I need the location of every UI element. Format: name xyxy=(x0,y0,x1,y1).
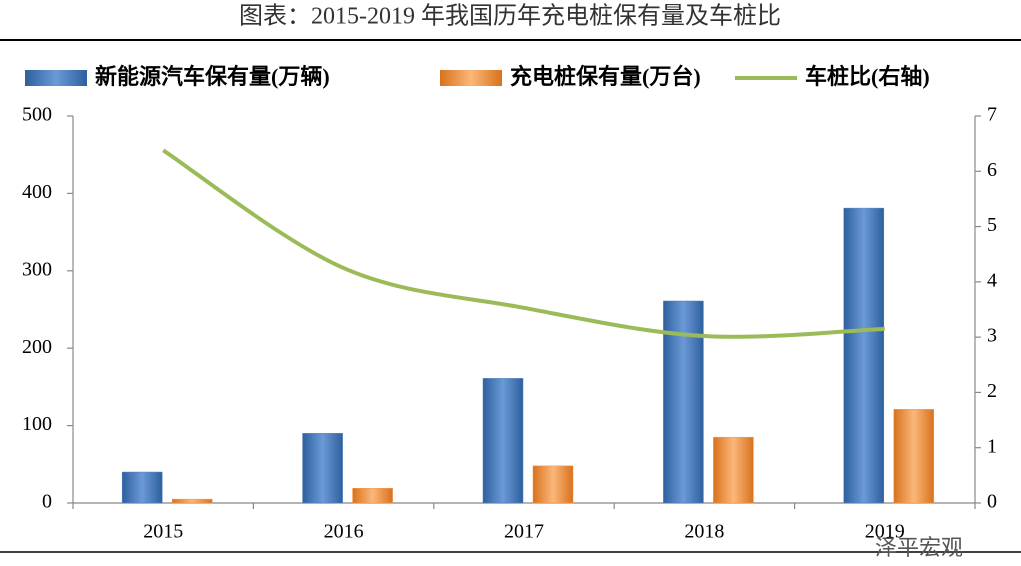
legend-swatch xyxy=(440,70,502,86)
y-tick-label: 300 xyxy=(22,258,52,280)
y2-tick-label: 5 xyxy=(987,214,997,236)
y2-tick-label: 0 xyxy=(987,491,997,513)
y-tick-label: 0 xyxy=(42,491,52,513)
bar xyxy=(843,207,885,504)
bar xyxy=(171,498,213,504)
x-tick-label: 2018 xyxy=(684,521,724,543)
bar xyxy=(893,409,935,504)
watermark: 泽平宏观 xyxy=(875,535,963,560)
x-tick-label: 2019 xyxy=(865,521,905,543)
bar xyxy=(482,378,524,504)
y2-tick-label: 1 xyxy=(987,435,997,457)
x-tick-label: 2016 xyxy=(324,521,364,543)
chart-title: 图表：2015-2019 年我国历年充电桩保有量及车桩比 xyxy=(239,3,781,30)
bar xyxy=(121,471,163,504)
y-tick-label: 400 xyxy=(22,181,52,203)
bar xyxy=(713,436,754,504)
legend-label: 车桩比(右轴) xyxy=(805,64,930,89)
legend-label: 新能源汽车保有量(万辆) xyxy=(95,64,330,89)
y-tick-label: 200 xyxy=(22,336,52,358)
bar xyxy=(302,433,343,504)
y-tick-label: 100 xyxy=(22,413,52,435)
y2-tick-label: 6 xyxy=(987,159,997,181)
y2-tick-label: 4 xyxy=(987,269,997,291)
y2-tick-label: 3 xyxy=(987,325,997,347)
line xyxy=(162,148,885,339)
x-tick-label: 2017 xyxy=(504,521,544,543)
y-tick-label: 500 xyxy=(22,104,52,126)
y2-tick-label: 7 xyxy=(987,104,997,126)
bar xyxy=(532,465,574,504)
legend-label: 充电桩保有量(万台) xyxy=(510,64,701,89)
y2-tick-label: 2 xyxy=(987,380,997,402)
bar xyxy=(352,488,393,504)
x-tick-label: 2015 xyxy=(143,521,183,543)
legend-swatch xyxy=(25,70,87,86)
